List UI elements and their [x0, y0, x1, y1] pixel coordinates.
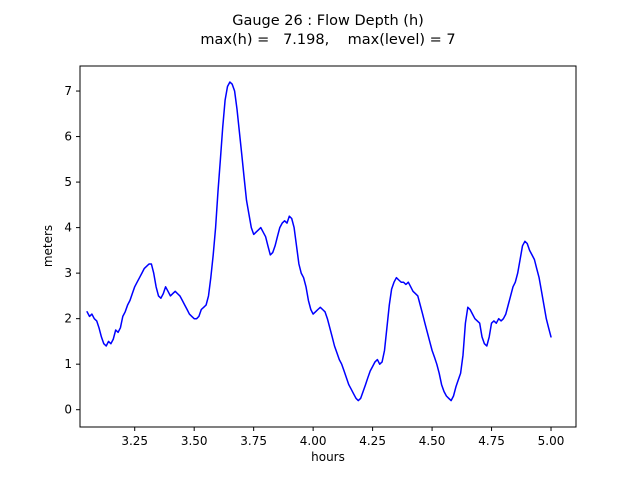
x-axis-tick-label: 4.00	[300, 434, 327, 448]
y-axis-tick-label: 3	[64, 266, 72, 280]
plot-area: 3.25 3.50 3.75 4.00 4.25 4.50 4.75 5.00 0 1 2 3 4 5 6 7	[64, 81, 565, 448]
y-axis-tick-label: 5	[64, 175, 72, 189]
x-axis-label: hours	[311, 450, 345, 464]
x-axis-tick-label: 4.50	[419, 434, 446, 448]
x-axis-tick-label: 3.25	[121, 434, 148, 448]
x-axis-tick-label: 4.25	[359, 434, 386, 448]
y-axis-label: meters	[41, 225, 55, 267]
y-axis-tick-label: 7	[64, 84, 72, 98]
y-axis-tick-label: 4	[64, 221, 72, 235]
y-axis-tick-label: 0	[64, 403, 72, 417]
plot-border	[79, 65, 577, 428]
flow-depth-line	[86, 81, 552, 402]
x-axis-tick-label: 4.75	[478, 434, 505, 448]
y-axis-tick-label: 1	[64, 357, 72, 371]
x-axis-tick-label: 3.50	[181, 434, 208, 448]
chart-title: Gauge 26 : Flow Depth (h)	[232, 13, 424, 29]
chart-subtitle: max(h) = 7.198, max(level) = 7	[200, 32, 455, 48]
x-axis-tick-label: 5.00	[538, 434, 565, 448]
y-axis-tick-label: 6	[64, 130, 72, 144]
y-axis-tick-label: 2	[64, 312, 72, 326]
x-axis-tick-label: 3.75	[240, 434, 267, 448]
